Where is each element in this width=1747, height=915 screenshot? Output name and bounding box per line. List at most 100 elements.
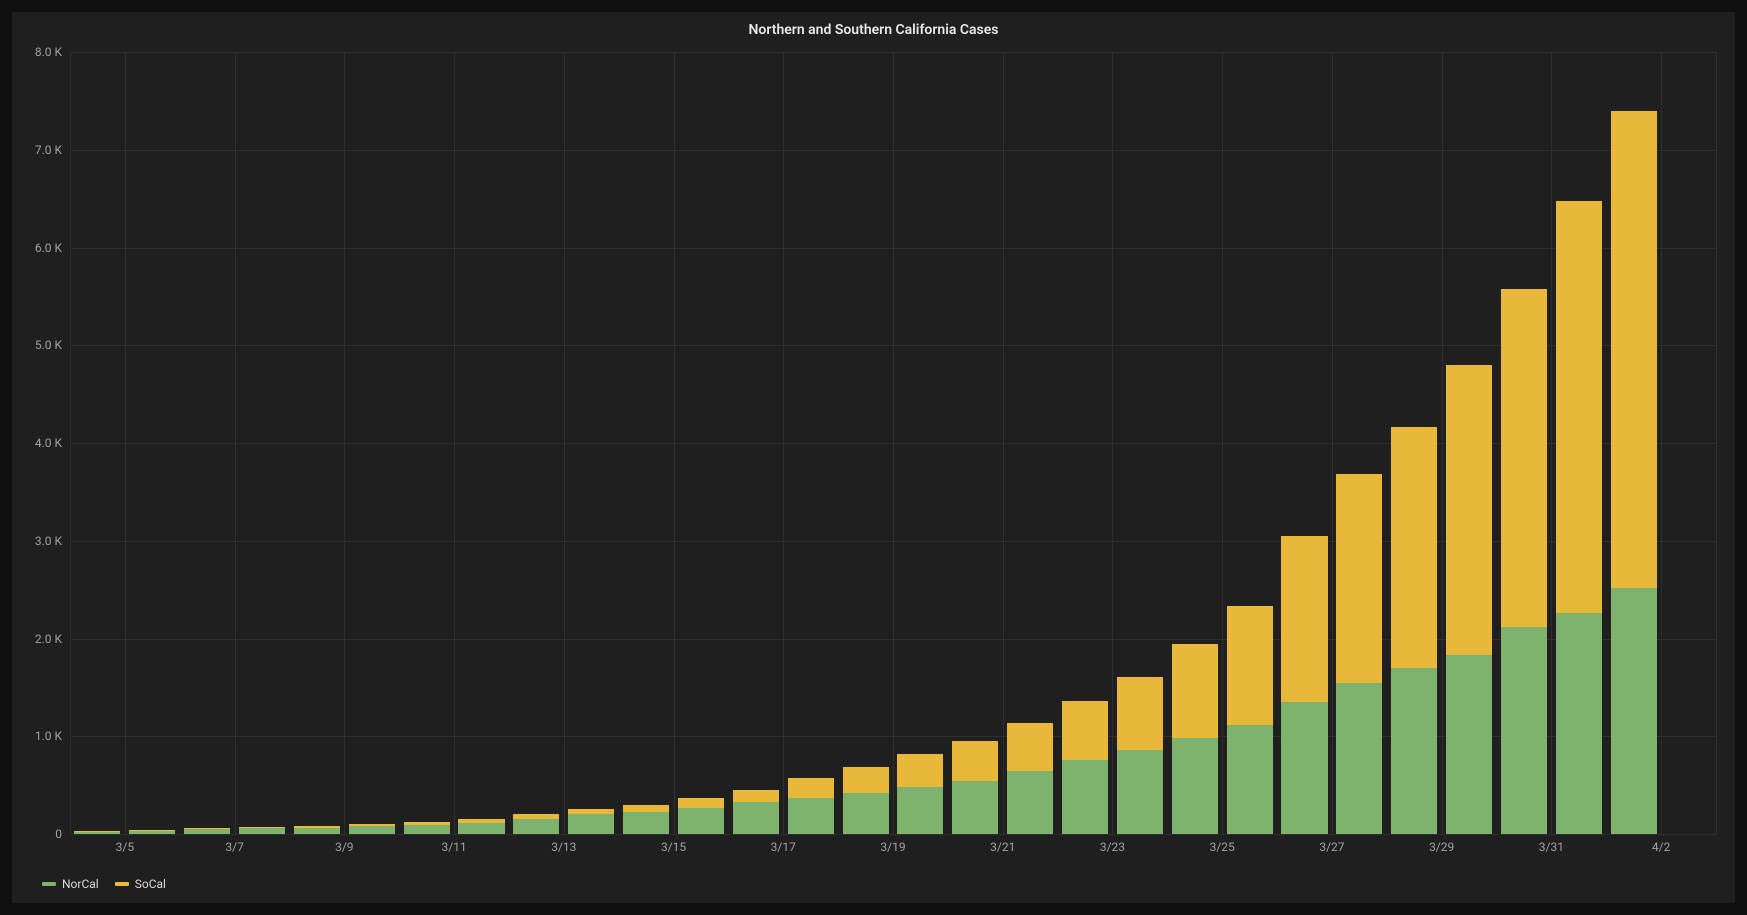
- bar[interactable]: [568, 52, 614, 834]
- bar-segment-socal[interactable]: [1336, 474, 1382, 682]
- bar-segment-norcal[interactable]: [294, 828, 340, 834]
- bar-segment-norcal[interactable]: [1172, 738, 1218, 834]
- x-tick-label: 3/25: [1210, 834, 1235, 854]
- bar[interactable]: [239, 52, 285, 834]
- grid-line-vertical: [1222, 52, 1223, 834]
- bar-segment-norcal[interactable]: [1117, 750, 1163, 834]
- bar-segment-socal[interactable]: [623, 805, 669, 812]
- bar-segment-socal[interactable]: [458, 819, 504, 823]
- bar[interactable]: [1281, 52, 1327, 834]
- bar-segment-norcal[interactable]: [1501, 627, 1547, 834]
- x-tick-label: 3/21: [990, 834, 1015, 854]
- x-tick-label: 3/11: [441, 834, 466, 854]
- bar-segment-norcal[interactable]: [843, 793, 889, 834]
- bar-segment-socal[interactable]: [1062, 701, 1108, 760]
- legend: NorCal SoCal: [42, 877, 166, 891]
- bar[interactable]: [349, 52, 395, 834]
- bar[interactable]: [733, 52, 779, 834]
- bar-segment-norcal[interactable]: [74, 831, 120, 834]
- bar[interactable]: [404, 52, 450, 834]
- bar-segment-socal[interactable]: [184, 828, 230, 829]
- bar-segment-socal[interactable]: [897, 754, 943, 787]
- bar-segment-norcal[interactable]: [788, 798, 834, 834]
- bar[interactable]: [458, 52, 504, 834]
- bar-segment-norcal[interactable]: [129, 830, 175, 834]
- bar[interactable]: [1227, 52, 1273, 834]
- bar-segment-norcal[interactable]: [678, 808, 724, 834]
- bar[interactable]: [1446, 52, 1492, 834]
- bar[interactable]: [1391, 52, 1437, 834]
- bar-segment-socal[interactable]: [568, 809, 614, 815]
- bar-segment-norcal[interactable]: [458, 823, 504, 834]
- bar-segment-socal[interactable]: [1007, 723, 1053, 772]
- bar-segment-norcal[interactable]: [623, 812, 669, 834]
- legend-item[interactable]: NorCal: [42, 877, 99, 891]
- bar-segment-socal[interactable]: [1227, 606, 1273, 724]
- bar-segment-norcal[interactable]: [184, 829, 230, 834]
- bar-segment-norcal[interactable]: [1281, 702, 1327, 834]
- grid-line-vertical: [1551, 52, 1552, 834]
- bar-segment-socal[interactable]: [788, 778, 834, 798]
- y-tick-label: 3.0 K: [35, 534, 70, 548]
- bar[interactable]: [843, 52, 889, 834]
- bar[interactable]: [294, 52, 340, 834]
- bar-segment-norcal[interactable]: [952, 781, 998, 834]
- bar[interactable]: [1556, 52, 1602, 834]
- bar-segment-norcal[interactable]: [349, 826, 395, 834]
- bar[interactable]: [1172, 52, 1218, 834]
- legend-item[interactable]: SoCal: [115, 877, 166, 891]
- bar-segment-socal[interactable]: [1446, 365, 1492, 655]
- bar-segment-norcal[interactable]: [1556, 613, 1602, 834]
- bar-segment-norcal[interactable]: [897, 787, 943, 834]
- bar[interactable]: [623, 52, 669, 834]
- bar-segment-socal[interactable]: [952, 741, 998, 781]
- bar-segment-norcal[interactable]: [1227, 725, 1273, 834]
- legend-label: NorCal: [62, 877, 99, 891]
- bar[interactable]: [952, 52, 998, 834]
- bar[interactable]: [1117, 52, 1163, 834]
- legend-swatch: [115, 882, 129, 886]
- y-tick-label: 4.0 K: [35, 436, 70, 450]
- bar-segment-socal[interactable]: [733, 790, 779, 802]
- bar[interactable]: [1007, 52, 1053, 834]
- bar-segment-socal[interactable]: [294, 826, 340, 827]
- bar[interactable]: [1611, 52, 1657, 834]
- bar-segment-norcal[interactable]: [1446, 655, 1492, 834]
- bar-segment-norcal[interactable]: [404, 825, 450, 834]
- bar-segment-socal[interactable]: [1172, 644, 1218, 738]
- bar[interactable]: [897, 52, 943, 834]
- bar[interactable]: [1501, 52, 1547, 834]
- bar-segment-norcal[interactable]: [1336, 683, 1382, 835]
- plot-area: 01.0 K2.0 K3.0 K4.0 K5.0 K6.0 K7.0 K8.0 …: [70, 52, 1716, 834]
- bar-segment-socal[interactable]: [1281, 536, 1327, 702]
- bar-segment-socal[interactable]: [404, 822, 450, 825]
- bar-segment-socal[interactable]: [1391, 427, 1437, 667]
- bar[interactable]: [678, 52, 724, 834]
- bar-segment-socal[interactable]: [1117, 677, 1163, 750]
- bar-segment-norcal[interactable]: [733, 802, 779, 834]
- bar-segment-socal[interactable]: [349, 824, 395, 826]
- bar-segment-norcal[interactable]: [1062, 760, 1108, 834]
- bar-segment-socal[interactable]: [513, 814, 559, 819]
- bar-segment-socal[interactable]: [1501, 289, 1547, 627]
- bar-segment-norcal[interactable]: [568, 814, 614, 834]
- bar-segment-norcal[interactable]: [239, 828, 285, 834]
- bar[interactable]: [1336, 52, 1382, 834]
- bar[interactable]: [1062, 52, 1108, 834]
- bar-segment-norcal[interactable]: [1007, 771, 1053, 834]
- bar-segment-socal[interactable]: [239, 827, 285, 828]
- bar-segment-socal[interactable]: [843, 767, 889, 793]
- bar[interactable]: [129, 52, 175, 834]
- bar-segment-socal[interactable]: [1611, 111, 1657, 588]
- bar[interactable]: [788, 52, 834, 834]
- y-tick-label: 7.0 K: [35, 143, 70, 157]
- grid-line-vertical: [70, 52, 71, 834]
- bar-segment-norcal[interactable]: [513, 819, 559, 834]
- bar-segment-socal[interactable]: [678, 798, 724, 808]
- bar[interactable]: [74, 52, 120, 834]
- bar[interactable]: [184, 52, 230, 834]
- bar-segment-norcal[interactable]: [1611, 588, 1657, 834]
- bar-segment-socal[interactable]: [1556, 201, 1602, 614]
- bar-segment-norcal[interactable]: [1391, 668, 1437, 834]
- bar[interactable]: [513, 52, 559, 834]
